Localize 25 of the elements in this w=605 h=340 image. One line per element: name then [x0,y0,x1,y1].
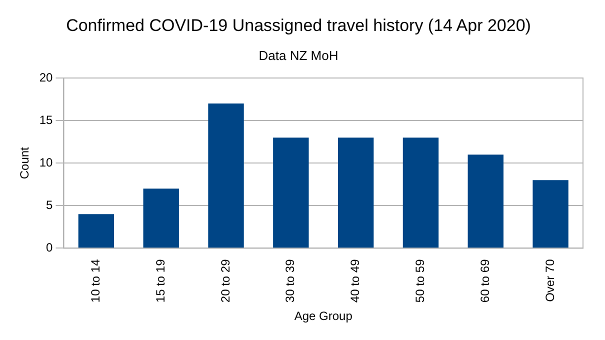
y-tick-label: 5 [46,198,54,212]
chart-title: Confirmed COVID-19 Unassigned travel history (14 Apr 2020) [66,16,531,35]
y-tick-label: 10 [39,155,54,170]
x-tick-label: 40 to 49 [348,258,362,303]
bar [143,188,179,248]
bar [532,180,568,248]
x-tick-label: 30 to 39 [283,258,298,303]
chart-subtitle: Data NZ MoH [258,48,338,63]
bar [468,154,504,248]
bar [78,214,114,248]
x-tick-label: 50 to 59 [413,258,428,303]
bar [208,104,244,248]
y-tick-label: 15 [39,112,54,127]
y-tick-label: 0 [46,240,54,255]
bar [402,138,439,248]
x-tick-label: 60 to 69 [478,258,492,303]
bar [273,138,309,248]
x-tick-label: 20 to 29 [218,258,232,303]
x-axis-title: Age Group [294,309,353,324]
y-axis-title: Count [18,146,32,180]
y-tick-label: 20 [39,70,54,84]
x-tick-label: 10 to 14 [88,258,103,303]
x-tick-label: Over 70 [542,258,557,302]
bar [338,138,374,248]
x-tick-label: 15 to 19 [153,258,168,303]
